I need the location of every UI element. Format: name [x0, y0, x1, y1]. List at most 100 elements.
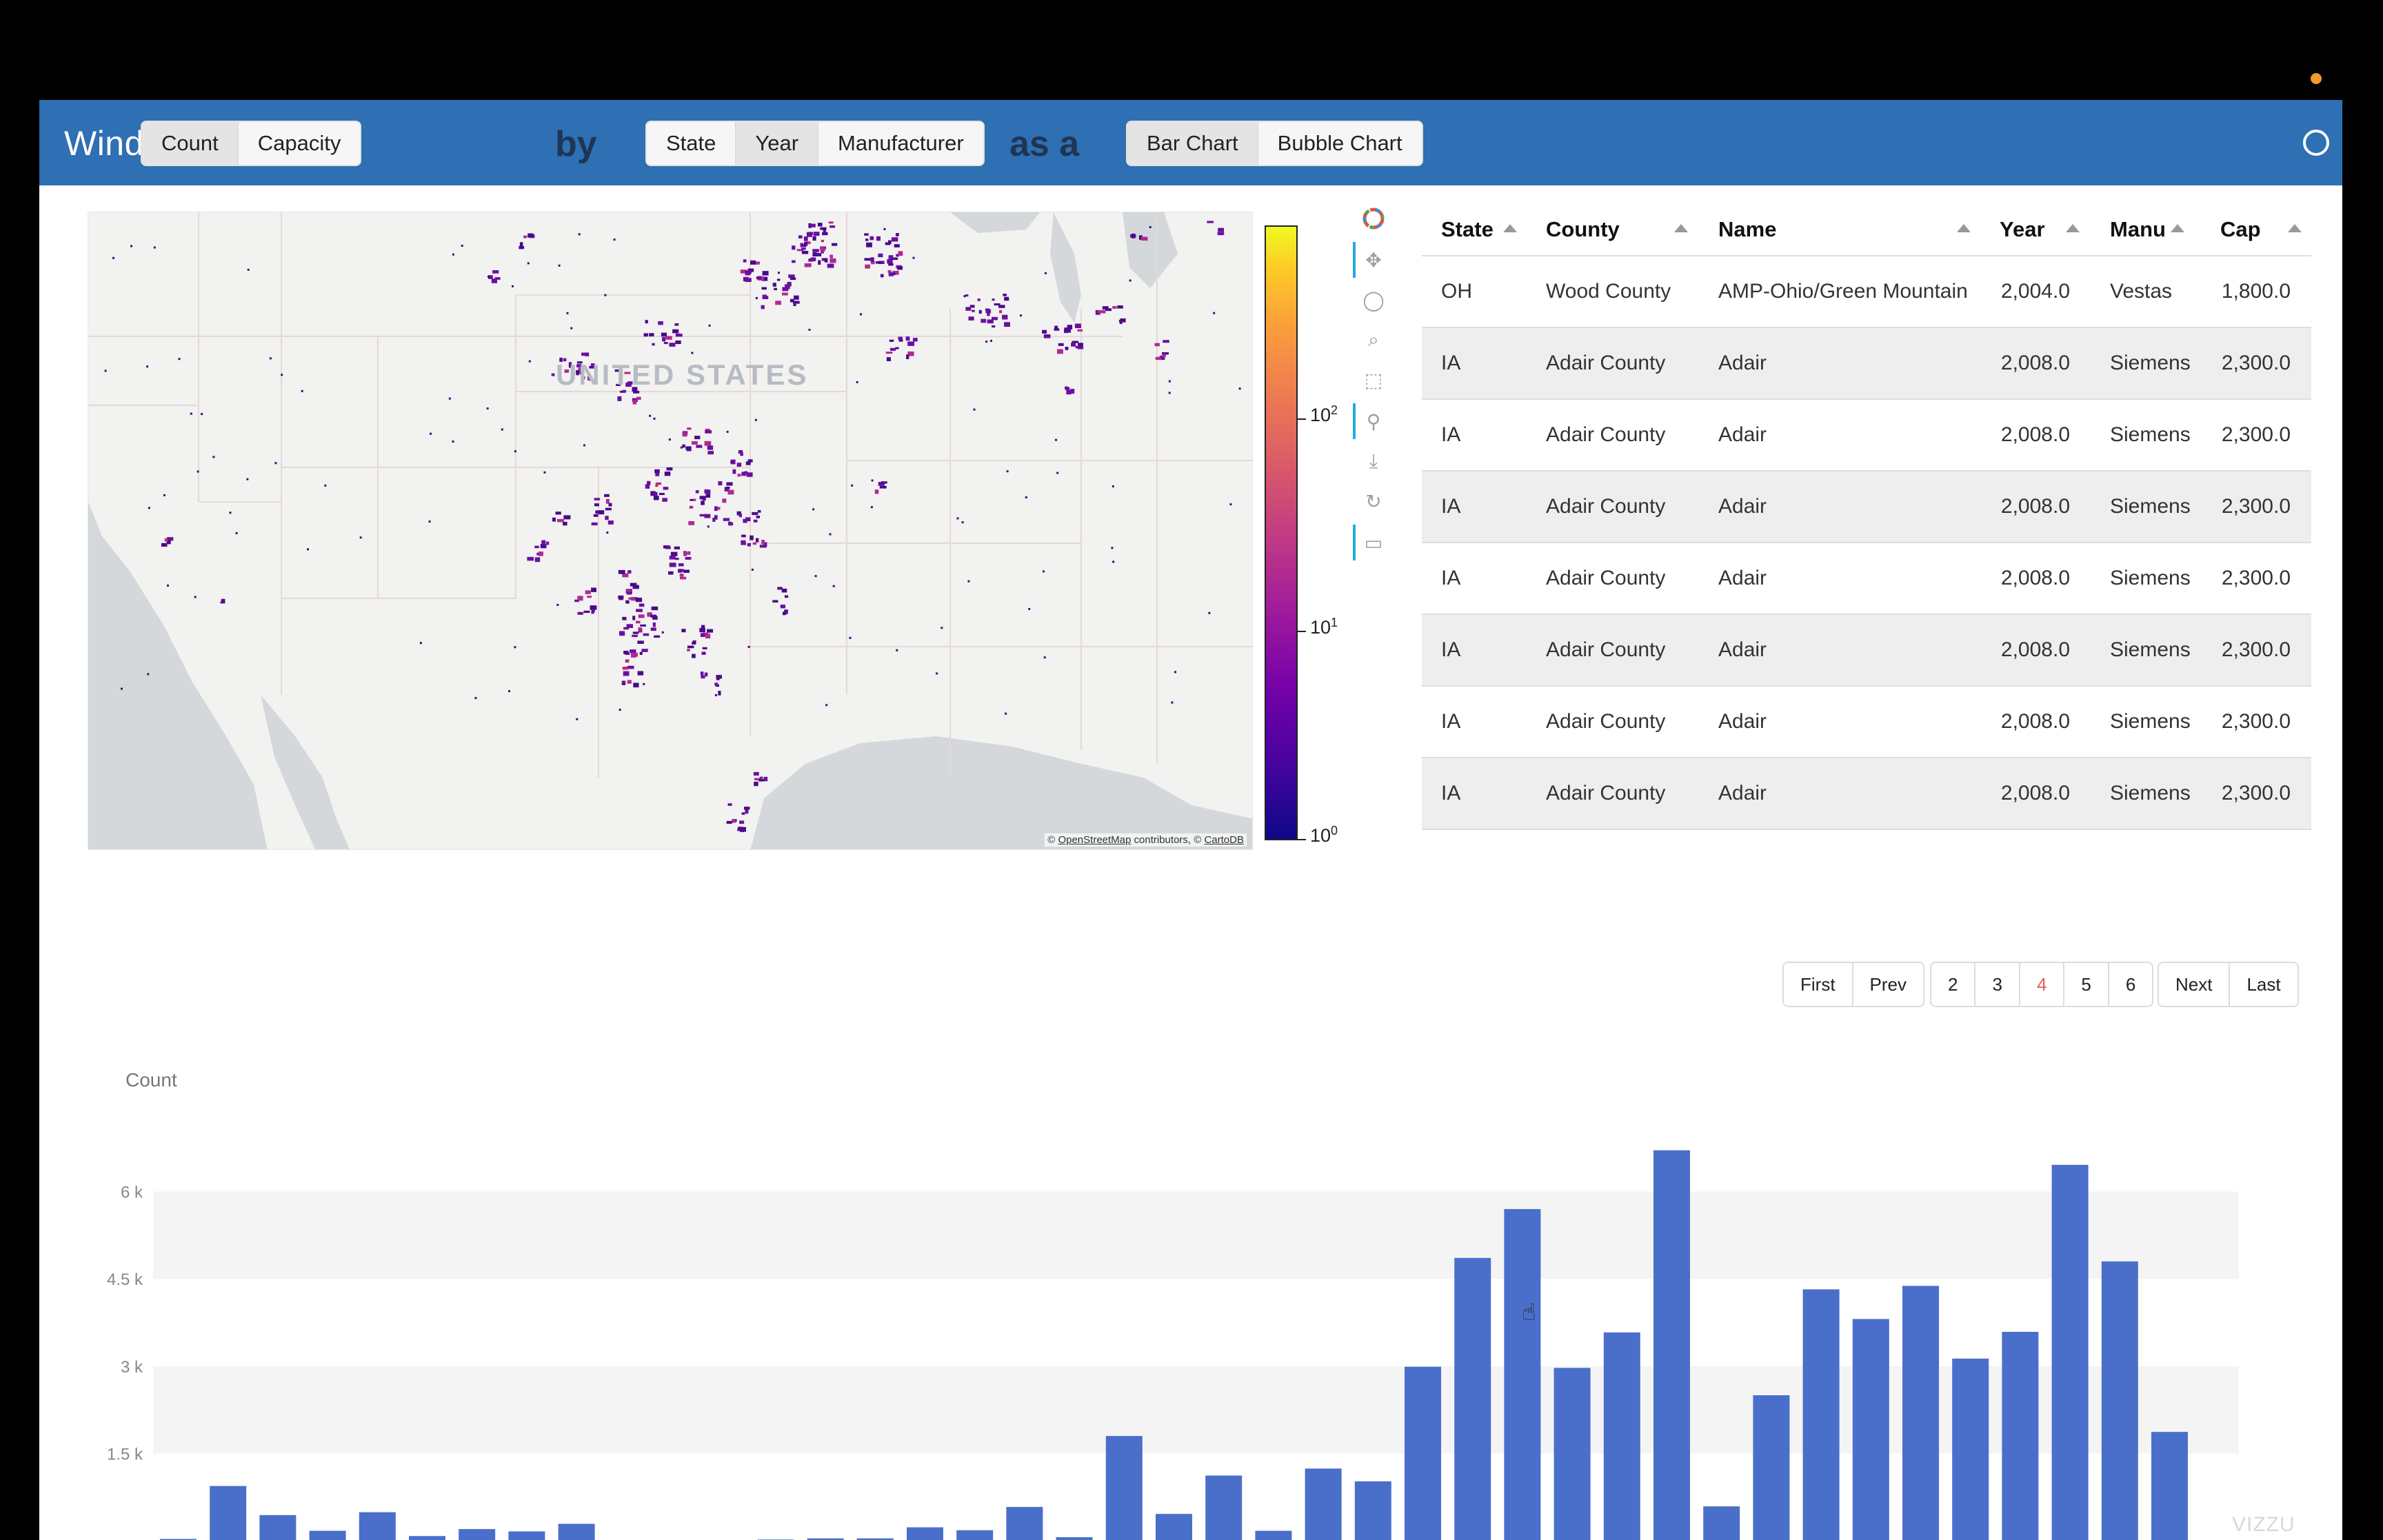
status-ring-icon[interactable] — [2303, 130, 2329, 156]
turbine-point — [879, 485, 887, 489]
table-row[interactable]: IA Adair County Adair 2,008.0 Siemens 2,300.0 — [1422, 614, 2311, 687]
turbine-point — [745, 461, 751, 465]
turbine-point — [576, 718, 579, 720]
turbine-point — [594, 498, 601, 500]
page-button[interactable]: 2 — [1931, 963, 1976, 1006]
turbine-point — [591, 587, 596, 592]
turbine-point — [782, 287, 789, 292]
sort-icon[interactable] — [2171, 224, 2184, 232]
map-panel[interactable]: UNITED STATES © OpenStreetMap contributo… — [88, 212, 1253, 850]
table-row[interactable]: OH Wood County AMP-Ohio/Green Mountain 2,00… — [1422, 256, 2311, 328]
capacity-button[interactable]: Capacity — [238, 122, 361, 165]
hover-icon[interactable]: ▭ — [1364, 531, 1383, 554]
cell-year: 2,008.0 — [1980, 543, 2091, 615]
turbine-point — [104, 369, 107, 372]
table-row[interactable]: IA Adair County Adair 2,008.0 Siemens 2,300.0 — [1422, 327, 2311, 400]
column-header-state[interactable]: State — [1422, 203, 1527, 256]
turbine-point — [623, 627, 629, 630]
turbine-point — [728, 521, 732, 526]
turbine-point — [148, 507, 150, 509]
turbine-point — [753, 771, 759, 776]
page-button[interactable]: 5 — [2064, 963, 2109, 1006]
bar-1983 — [259, 1514, 296, 1540]
turbine-point — [727, 803, 732, 806]
turbine-point — [978, 310, 982, 314]
sort-icon[interactable] — [2066, 224, 2080, 232]
year-button[interactable]: Year — [736, 122, 819, 165]
turbine-point — [965, 307, 972, 311]
page-button[interactable]: 3 — [1975, 963, 2020, 1006]
column-header-cap[interactable]: Cap — [2201, 203, 2311, 256]
bar-1987 — [459, 1529, 496, 1540]
attribution-osm-link[interactable]: OpenStreetMap — [1058, 834, 1132, 846]
table-row[interactable]: IA Adair County Adair 2,008.0 Siemens 2,300.0 — [1422, 686, 2311, 758]
turbine-point — [829, 258, 836, 263]
turbine-point — [725, 487, 730, 489]
cell-state: IA — [1422, 327, 1527, 400]
turbine-point — [668, 438, 671, 441]
save-icon[interactable]: ⤓ — [1369, 449, 1378, 472]
turbine-point — [782, 611, 786, 616]
turbine-point — [605, 516, 609, 520]
column-header-county[interactable]: County — [1527, 203, 1699, 256]
table-row[interactable]: IA Adair County Adair 2,008.0 Siemens 2,300.0 — [1422, 758, 2311, 830]
reset-icon[interactable]: ↻ — [1365, 490, 1382, 512]
turbine-point — [161, 543, 168, 547]
column-header-manu[interactable]: Manu — [2091, 203, 2201, 256]
turbine-point — [1066, 389, 1072, 395]
bar-chart-button[interactable]: Bar Chart — [1127, 122, 1258, 165]
turbine-point — [598, 510, 605, 515]
turbine-point — [624, 372, 631, 374]
turbine-point — [220, 601, 223, 604]
prev-page-button[interactable]: Prev — [1869, 973, 1907, 995]
bokeh-logo-icon[interactable] — [1358, 203, 1389, 234]
lake-michigan — [1050, 212, 1081, 323]
zoom-icon[interactable]: ⌕ — [1368, 328, 1379, 350]
wheel-zoom-icon[interactable]: ⚲ — [1366, 410, 1381, 432]
column-header-year[interactable]: Year — [1980, 203, 2091, 256]
count-button[interactable]: Count — [142, 122, 239, 165]
bubble-chart-button[interactable]: Bubble Chart — [1258, 122, 1422, 165]
turbine-point — [752, 511, 758, 516]
attribution-carto-link[interactable]: CartoDB — [1204, 834, 1244, 846]
map-canvas[interactable]: UNITED STATES — [88, 212, 1253, 850]
column-header-name[interactable]: Name — [1699, 203, 1980, 256]
pan-icon[interactable]: ✥ — [1365, 249, 1382, 271]
turbine-point — [745, 517, 751, 522]
turbine-point — [1229, 503, 1232, 506]
turbine-point — [810, 223, 816, 227]
turbine-point — [636, 609, 643, 612]
turbine-point — [687, 645, 694, 649]
turbine-point — [643, 633, 650, 636]
sort-icon[interactable] — [1957, 224, 1971, 232]
sort-icon[interactable] — [2288, 224, 2302, 232]
turbine-point — [737, 474, 741, 477]
colorbar-label-100: 102 — [1310, 403, 1338, 425]
turbine-point — [594, 503, 599, 507]
turbine-point — [778, 272, 780, 274]
page-button-current[interactable]: 4 — [2020, 963, 2065, 1006]
turbine-point — [474, 697, 477, 700]
sort-icon[interactable] — [1674, 224, 1688, 232]
first-page-button[interactable]: First — [1784, 963, 1853, 1006]
last-page-button[interactable]: Last — [2246, 973, 2281, 995]
table-row[interactable]: IA Adair County Adair 2,008.0 Siemens 2,300.0 — [1422, 399, 2311, 472]
table-row[interactable]: IA Adair County Adair 2,008.0 Siemens 2,300.0 — [1422, 471, 2311, 543]
lasso-icon[interactable]: ◯ — [1363, 289, 1385, 311]
turbine-point — [741, 472, 747, 476]
turbine-point — [625, 383, 632, 387]
turbine-point — [747, 645, 750, 648]
turbine-point — [527, 262, 530, 265]
sort-icon[interactable] — [1503, 224, 1517, 232]
turbine-point-cloud — [104, 221, 1241, 833]
table-row[interactable]: IA Adair County Adair 2,008.0 Siemens 2,300.0 — [1422, 543, 2311, 615]
box-select-icon[interactable]: ⬚ — [1364, 369, 1383, 391]
state-button[interactable]: State — [647, 122, 736, 165]
next-page-button[interactable]: Next — [2159, 963, 2231, 1006]
page-button[interactable]: 6 — [2125, 973, 2136, 995]
turbine-point — [696, 445, 703, 448]
manufacturer-button[interactable]: Manufacturer — [818, 122, 983, 165]
chart-type-toggle-group: Bar Chart Bubble Chart — [1126, 121, 1423, 166]
bar-1985 — [359, 1512, 396, 1540]
